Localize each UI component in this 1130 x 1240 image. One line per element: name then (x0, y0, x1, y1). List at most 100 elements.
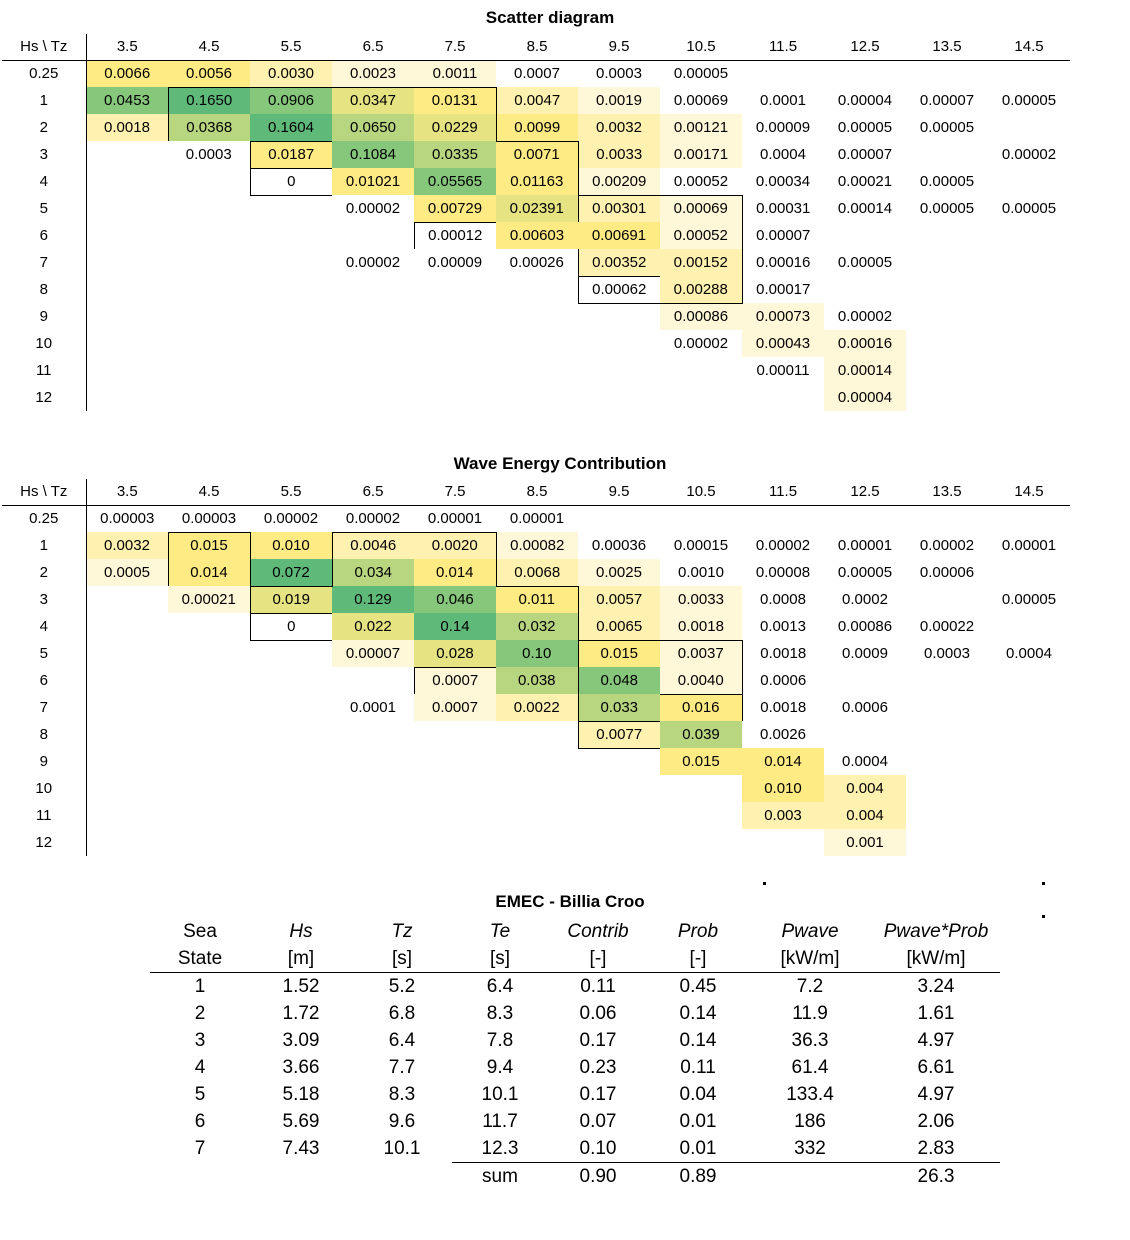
value-cell (824, 505, 906, 532)
value-cell (414, 829, 496, 856)
table-row: 12 0.00004 (2, 384, 1070, 411)
value-cell (988, 249, 1070, 276)
emec-header-row: Sea Hs Tz Te Contrib Prob Pwave Pwave*Prob (150, 918, 1000, 945)
value-cell: 0.0004 (760, 146, 806, 163)
value-cell: 0.00209 (578, 168, 660, 196)
emec-cell: 7 (194, 1137, 206, 1159)
value-cell: 0.0022 (496, 694, 578, 721)
value-cell (988, 613, 1070, 640)
value-cell: 0.038 (496, 667, 578, 694)
value-cell (414, 748, 496, 775)
value-cell (496, 721, 578, 748)
value-cell (496, 802, 578, 829)
value-cell (660, 357, 742, 384)
value-cell (578, 384, 660, 411)
value-cell (86, 748, 168, 775)
value-cell (578, 303, 660, 330)
emec-cell: 12.3 (481, 1137, 519, 1159)
sum-label: sum (452, 1162, 548, 1190)
value-cell: 0.00086 (660, 303, 742, 330)
value-cell: 0.0077 (577, 720, 660, 749)
value-cell: 0.00082 (496, 532, 578, 559)
value-cell (332, 748, 414, 775)
value-cell (906, 694, 988, 721)
value-cell: 0.0229 (414, 114, 497, 141)
value-cell (906, 775, 988, 802)
table-row: 5 0.00007 0.028 0.10 0.015 0.0037 0.0018 0.0009… (2, 639, 1070, 668)
value-cell (578, 748, 660, 775)
emec-unit: [s] (452, 945, 548, 973)
emec-cell: 6.4 (486, 975, 514, 997)
value-cell (86, 802, 168, 829)
emec-cell: 0.01 (679, 1110, 717, 1132)
value-cell (86, 721, 168, 748)
emec-cell: 2.06 (917, 1110, 955, 1132)
value-cell: 0.00043 (742, 330, 824, 357)
emec-cell: 6 (194, 1110, 206, 1132)
value-cell (496, 829, 578, 856)
table-row: 6 0.00012 0.00603 0.00691 0.00052 0.00007 (2, 221, 1070, 249)
value-cell: 0.0046 (331, 531, 414, 559)
value-cell (168, 829, 250, 856)
emec-unit: [s] (352, 945, 452, 973)
value-cell: 0.0006 (760, 672, 807, 689)
emec-cell: 11.9 (792, 1002, 828, 1024)
table-row: 7 0.0001 0.0007 0.0022 0.033 0.016 0.0018 0.000… (2, 693, 1070, 721)
tz-header: 7.5 (414, 34, 496, 61)
hs-label: 4 (2, 168, 87, 195)
emec-cell: 6.8 (388, 1002, 416, 1024)
emec-cell: 9.6 (388, 1110, 416, 1132)
value-cell (168, 276, 250, 303)
emec-cell: 3.09 (282, 1029, 320, 1051)
hs-label: 11 (2, 802, 87, 829)
value-cell (86, 303, 168, 330)
hs-label: 7 (2, 694, 87, 721)
hs-label: 2 (2, 559, 87, 586)
value-cell: 0.00001 (509, 510, 565, 528)
value-cell: 0.0347 (332, 86, 414, 114)
value-cell: 0.00011 (756, 362, 810, 379)
table-row: 12 0.001 (2, 829, 1070, 856)
value-cell: 0.0906 (250, 86, 332, 114)
value-cell (168, 694, 250, 721)
value-cell (86, 276, 168, 303)
value-cell (906, 60, 988, 87)
value-cell (86, 357, 168, 384)
hs-label: 7 (2, 249, 87, 276)
emec-unit: State (150, 945, 250, 973)
emec-cell: 0.11 (580, 975, 616, 997)
value-cell: 0.034 (331, 559, 414, 586)
emec-cell: 11.7 (482, 1110, 518, 1132)
emec-cell: 36.3 (791, 1029, 829, 1051)
value-cell (906, 222, 988, 249)
value-cell: 0.0018 (760, 699, 807, 716)
value-cell: 0.0650 (332, 114, 414, 141)
table-row: 7 0.00002 0.00009 0.00026 0.00352 0.00152 0.00… (2, 249, 1070, 277)
emec-cell: 10.1 (383, 1137, 421, 1159)
value-cell: 0.00034 (755, 173, 811, 190)
value-cell (988, 667, 1070, 694)
value-cell: 0.0066 (86, 60, 168, 87)
hs-label: 4 (2, 613, 87, 640)
table-row: 0.25 0.00003 0.00003 0.00002 0.00002 0.00001 0… (2, 505, 1070, 533)
tz-header: 12.5 (824, 34, 906, 61)
corner-label: Hs \ Tz (2, 34, 87, 61)
value-cell (414, 721, 496, 748)
value-cell: 0.1650 (167, 86, 250, 114)
value-cell: 0.0025 (578, 559, 660, 586)
tz-header: 5.5 (250, 479, 332, 506)
emec-units-row: State [m] [s] [s] [-] [-] [kW/m] [kW/m] (150, 945, 1000, 973)
value-cell (988, 505, 1070, 532)
value-cell (988, 276, 1070, 303)
emec-cell: 6.61 (917, 1056, 955, 1078)
value-cell (250, 384, 332, 411)
table-row: 1 0.0453 0.1650 0.0906 0.0347 0.0131 0.0047 0.0… (2, 86, 1070, 114)
value-cell: 0.0009 (842, 645, 888, 662)
value-cell (988, 222, 1070, 249)
hs-label: 5 (2, 640, 87, 667)
value-cell: 0.039 (660, 721, 742, 748)
table-row: 4 0 0.022 0.14 0.032 0.0065 0.0018 0.0013 0.0008… (2, 612, 1070, 641)
value-cell: 0.00052 (660, 168, 742, 196)
value-cell (988, 384, 1070, 411)
value-cell (168, 613, 250, 640)
